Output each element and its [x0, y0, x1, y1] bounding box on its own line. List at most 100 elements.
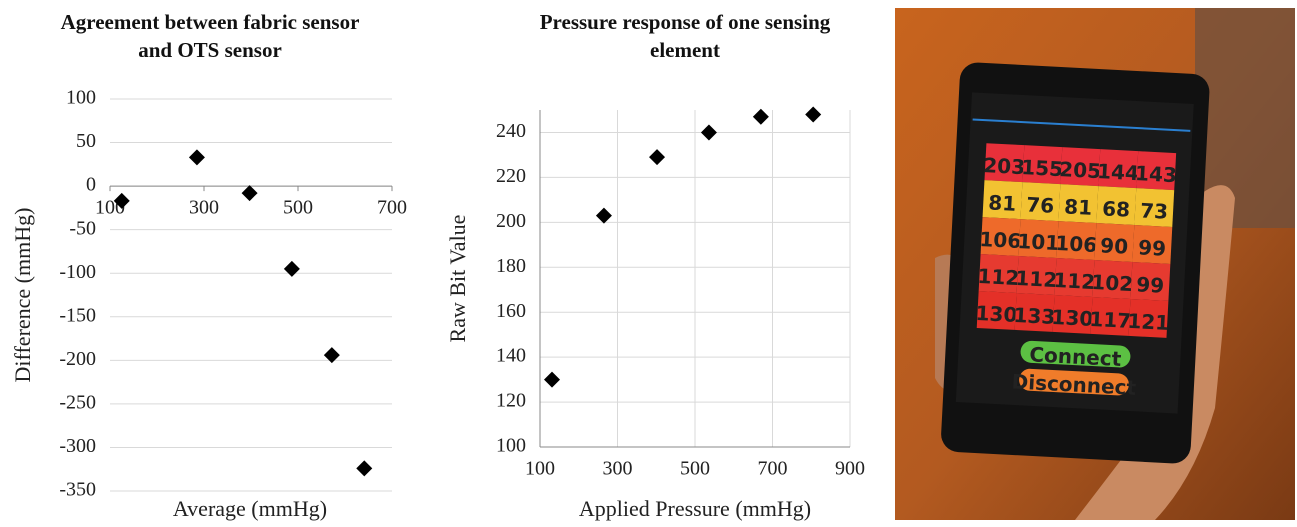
reading-cell: [978, 254, 1019, 293]
reading-cell: [1090, 296, 1131, 336]
reading-value: 68: [1102, 196, 1131, 221]
y-tick-label: 100: [66, 87, 96, 109]
reading-cell: [1058, 184, 1099, 224]
y-axis-label: Difference (mmHg): [10, 208, 35, 383]
x-tick-label: 700: [377, 197, 407, 219]
x-axis-label: Applied Pressure (mmHg): [579, 496, 811, 521]
y-tick-label: -150: [59, 304, 96, 326]
y-tick-label: -300: [59, 435, 96, 457]
reading-value: 81: [1064, 194, 1093, 219]
x-tick-label: 700: [758, 458, 788, 480]
reading-cell: [1016, 256, 1057, 295]
reading-cell: [980, 217, 1021, 257]
reading-value: 144: [1097, 159, 1140, 185]
y-tick-label: 220: [496, 165, 526, 187]
y-tick-label: 140: [496, 345, 526, 367]
reading-value: 101: [1017, 229, 1060, 255]
data-point: [283, 260, 300, 277]
data-point: [241, 185, 258, 202]
reading-cell: [1096, 186, 1137, 226]
reading-value: 130: [975, 301, 1018, 327]
reading-value: 112: [1015, 266, 1058, 292]
x-tick-label: 500: [680, 458, 710, 480]
y-tick-label: 50: [76, 130, 96, 152]
data-point: [323, 347, 340, 364]
app-button: [1019, 368, 1129, 396]
reading-value: 203: [983, 153, 1026, 179]
data-point: [752, 108, 769, 125]
reading-cell: [1132, 225, 1173, 264]
y-tick-label: -250: [59, 391, 96, 413]
chart-title: Agreement between fabric sensor and OTS …: [60, 10, 360, 62]
reading-value: 112: [1053, 268, 1096, 294]
reading-value: 155: [1021, 155, 1064, 181]
reading-value: 106: [979, 227, 1022, 253]
reading-value: 117: [1089, 307, 1132, 333]
reading-cell: [984, 143, 1025, 183]
y-tick-label: 120: [496, 390, 526, 412]
reading-cell: [1014, 292, 1055, 332]
y-tick-label: 180: [496, 255, 526, 277]
reading-value: 205: [1059, 157, 1102, 183]
reading-cell: [1060, 147, 1101, 187]
data-point: [700, 124, 717, 141]
reading-value: 73: [1140, 198, 1169, 223]
x-tick-label: 100: [525, 458, 555, 480]
reading-cell: [1130, 261, 1171, 301]
reading-cell: [1022, 145, 1063, 185]
reading-value: 112: [977, 264, 1020, 290]
x-tick-label: 500: [283, 197, 313, 219]
reading-value: 81: [988, 190, 1017, 215]
y-tick-label: 200: [496, 210, 526, 232]
y-tick-label: 100: [496, 435, 526, 457]
reading-cell: [1018, 219, 1059, 259]
y-tick-label: -100: [59, 261, 96, 283]
y-tick-label: -350: [59, 479, 96, 501]
reading-cell: [1052, 294, 1093, 334]
reading-value: 99: [1138, 235, 1167, 260]
reading-value: 121: [1127, 309, 1170, 335]
reading-cell: [982, 180, 1023, 220]
app-button: [1020, 340, 1131, 368]
y-tick-label: 0: [86, 174, 96, 196]
reading-cell: [1134, 188, 1175, 228]
x-axis-label: Average (mmHg): [173, 496, 327, 521]
reading-value: 133: [1013, 303, 1056, 329]
data-point: [356, 460, 373, 477]
y-tick-label: 240: [496, 120, 526, 142]
reading-cell: [976, 290, 1017, 330]
reading-cell: [1092, 260, 1133, 299]
app-bar: [972, 118, 1191, 132]
reading-value: 99: [1136, 272, 1165, 297]
reading-cell: [1094, 223, 1135, 262]
data-point: [544, 371, 561, 388]
reading-value: 143: [1135, 161, 1178, 187]
reading-cell: [1056, 221, 1097, 261]
y-axis-label: Raw Bit Value: [445, 215, 470, 343]
reading-cell: [1020, 182, 1061, 222]
y-tick-label: -200: [59, 348, 96, 370]
data-point: [805, 106, 822, 123]
data-point: [595, 207, 612, 224]
reading-value: 130: [1051, 305, 1094, 331]
reading-value: 76: [1026, 192, 1055, 217]
reading-cell: [1136, 151, 1177, 191]
data-point: [188, 149, 205, 166]
x-tick-label: 300: [189, 197, 219, 219]
y-tick-label: 160: [496, 300, 526, 322]
reading-value: 90: [1100, 233, 1129, 258]
reading-value: 102: [1091, 270, 1134, 296]
x-tick-label: 900: [835, 458, 865, 480]
data-point: [113, 192, 130, 209]
reading-cell: [1054, 258, 1095, 297]
app-button-label: Connect: [1029, 342, 1122, 371]
data-point: [649, 149, 666, 166]
reading-cell: [1128, 298, 1169, 338]
x-tick-label: 300: [603, 458, 633, 480]
y-tick-label: -50: [69, 217, 96, 239]
reading-value: 106: [1055, 231, 1098, 257]
chart-title: Pressure response of one sensing element: [539, 10, 831, 62]
